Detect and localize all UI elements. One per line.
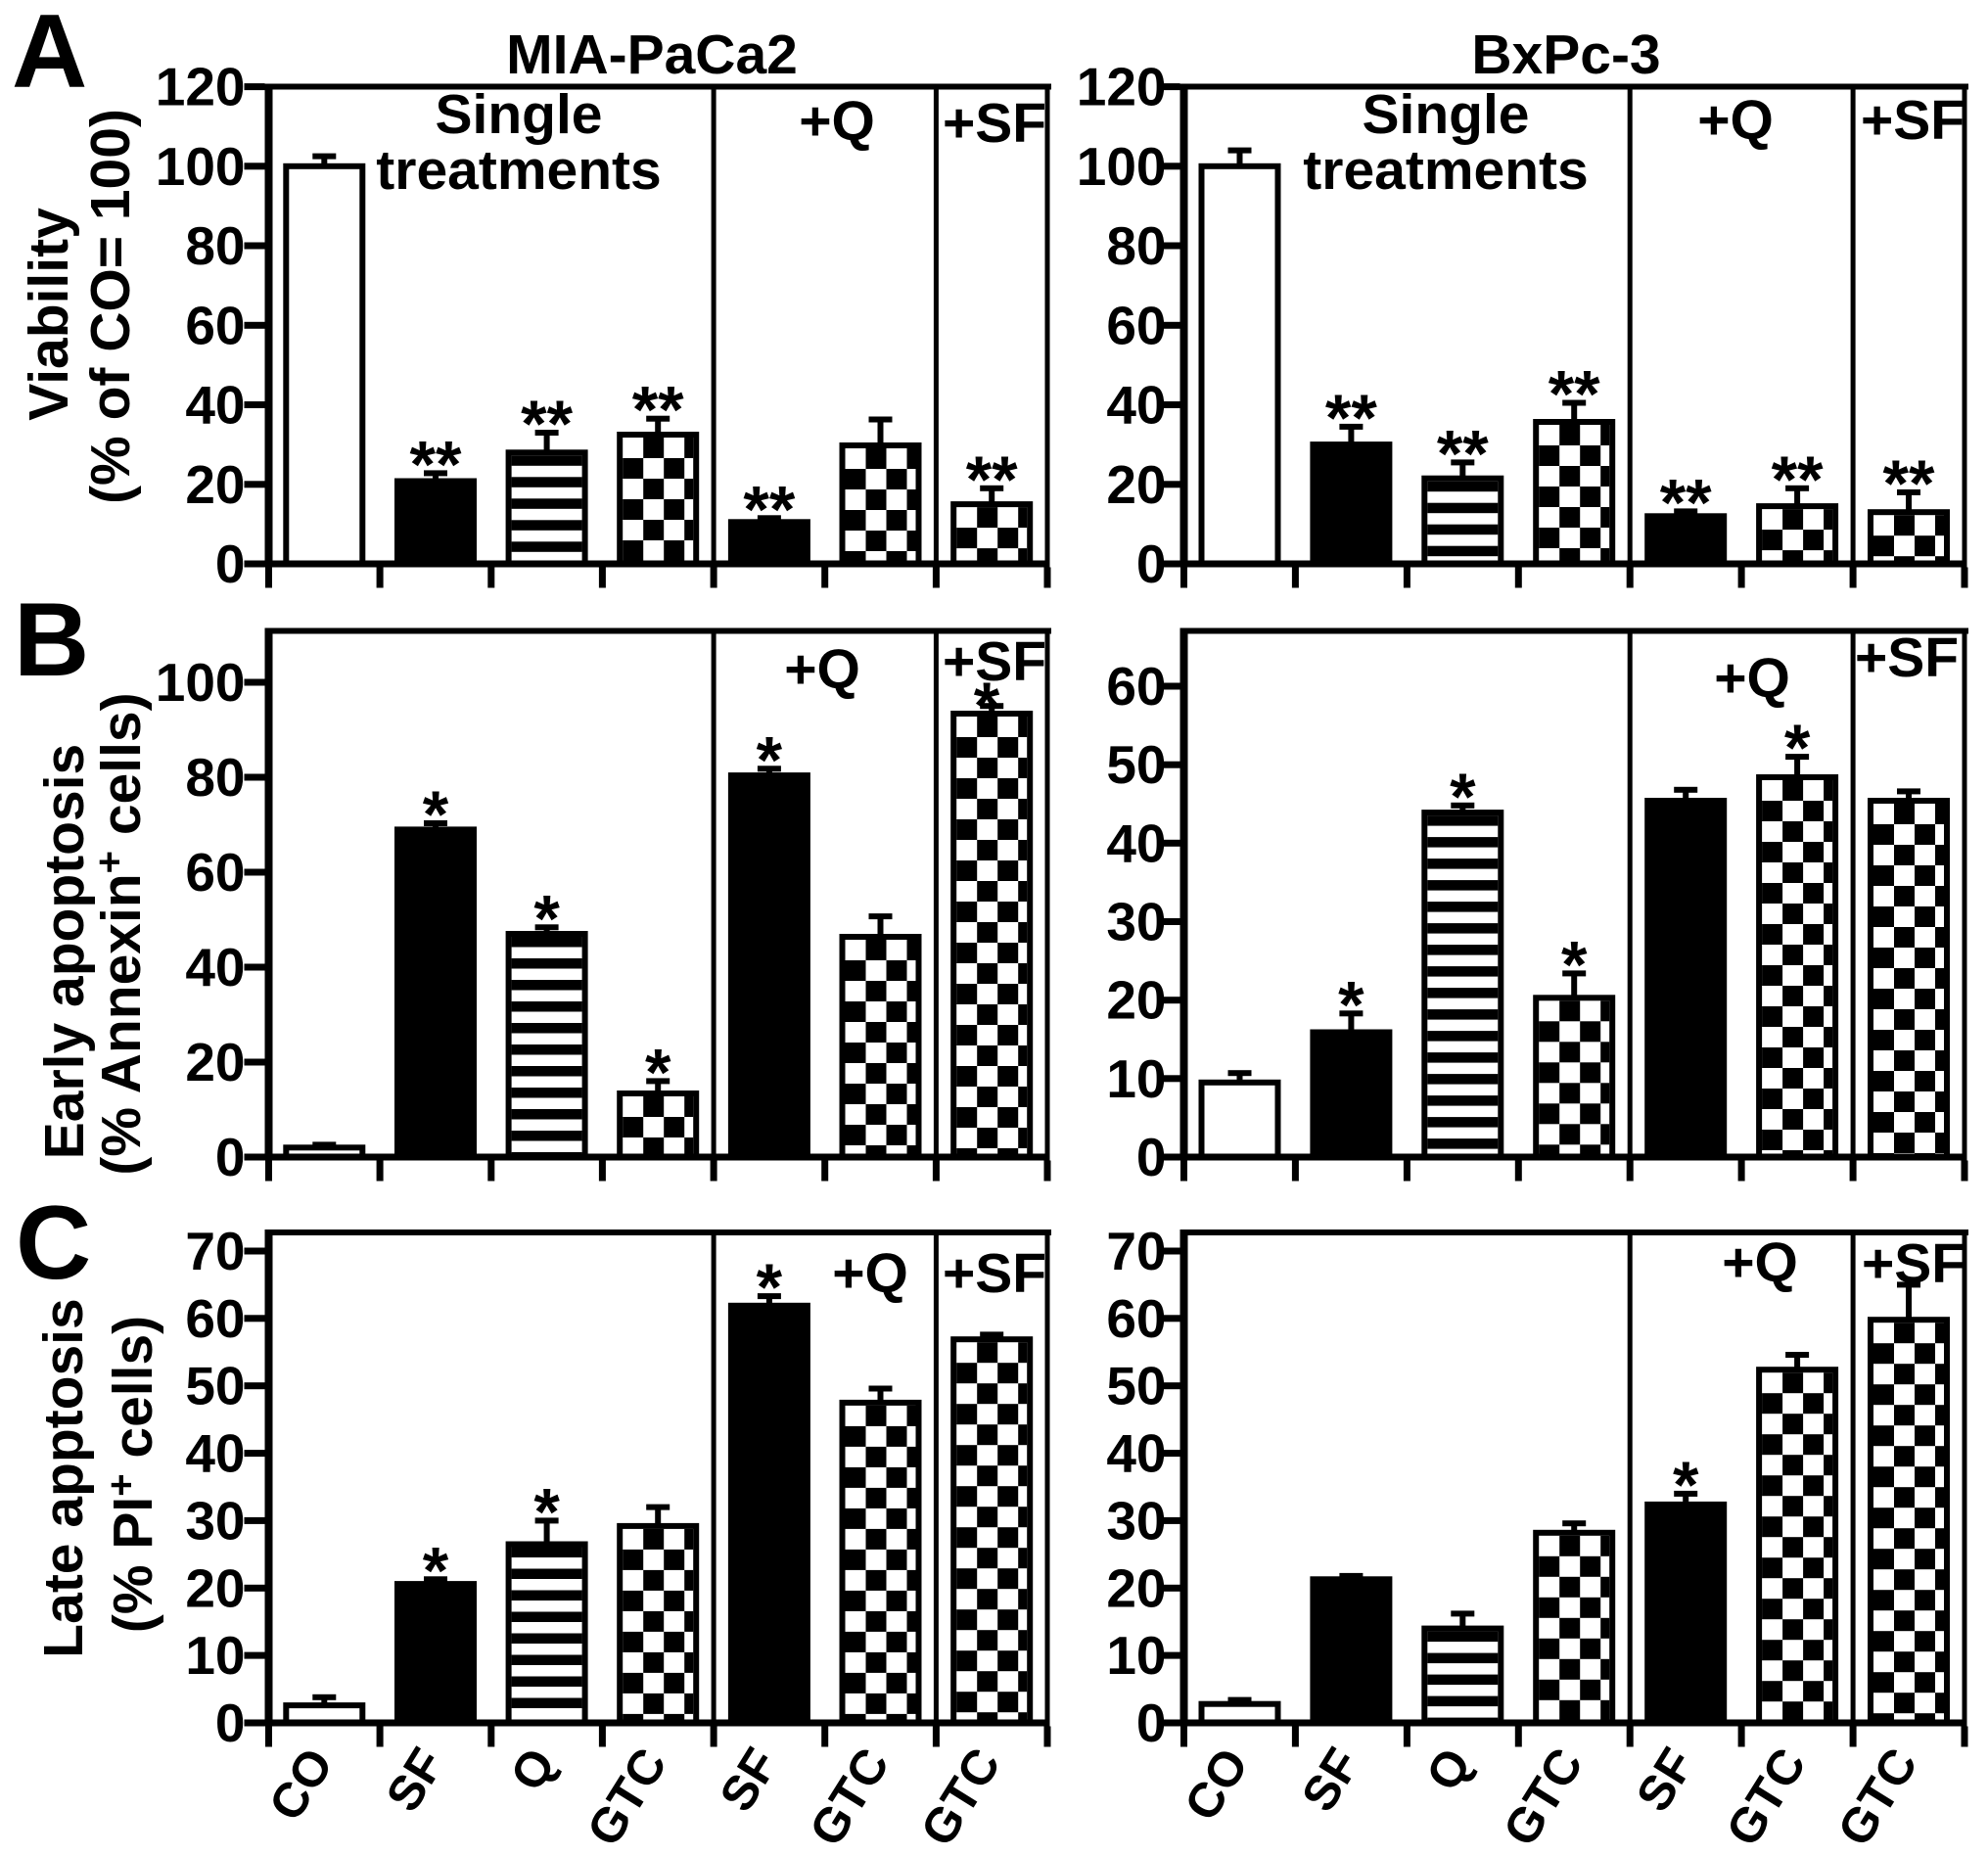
svg-text:0: 0 bbox=[215, 534, 246, 594]
svg-text:10: 10 bbox=[1106, 1625, 1166, 1686]
svg-text:*: * bbox=[1450, 760, 1476, 834]
svg-text:20: 20 bbox=[1106, 970, 1166, 1031]
svg-text:treatments: treatments bbox=[1303, 139, 1588, 202]
svg-text:70: 70 bbox=[1106, 1221, 1166, 1281]
svg-text:20: 20 bbox=[185, 454, 245, 515]
svg-text:0: 0 bbox=[215, 1127, 246, 1187]
svg-text:*: * bbox=[423, 777, 449, 852]
svg-text:Early apoptosis: Early apoptosis bbox=[33, 744, 96, 1159]
svg-text:+SF: +SF bbox=[943, 630, 1046, 693]
svg-text:Late apptosis: Late apptosis bbox=[32, 1298, 95, 1657]
svg-text:+Q: +Q bbox=[1714, 647, 1790, 710]
svg-text:60: 60 bbox=[185, 1288, 245, 1349]
svg-text:40: 40 bbox=[1106, 375, 1166, 436]
svg-text:0: 0 bbox=[215, 1693, 246, 1753]
svg-text:**: ** bbox=[1660, 465, 1712, 539]
svg-text:60: 60 bbox=[1106, 1288, 1166, 1349]
svg-text:*: * bbox=[757, 722, 783, 797]
svg-text:Viability: Viability bbox=[18, 208, 80, 421]
svg-text:20: 20 bbox=[1106, 454, 1166, 515]
svg-text:80: 80 bbox=[185, 747, 245, 808]
svg-text:50: 50 bbox=[1106, 734, 1166, 795]
svg-text:+Q: +Q bbox=[799, 90, 875, 153]
svg-text:+Q: +Q bbox=[1697, 89, 1774, 152]
svg-text:10: 10 bbox=[185, 1625, 245, 1686]
svg-text:*: * bbox=[423, 1533, 449, 1607]
svg-text:**: ** bbox=[632, 373, 684, 447]
svg-text:0: 0 bbox=[1136, 1693, 1167, 1753]
svg-text:60: 60 bbox=[1106, 656, 1166, 717]
svg-text:100: 100 bbox=[156, 136, 246, 197]
svg-text:+SF: +SF bbox=[943, 92, 1046, 155]
svg-text:B: B bbox=[14, 580, 89, 698]
svg-text:30: 30 bbox=[185, 1490, 245, 1551]
svg-text:(% of CO= 100): (% of CO= 100) bbox=[79, 109, 142, 504]
svg-text:**: ** bbox=[410, 427, 462, 501]
svg-text:**: ** bbox=[1437, 416, 1489, 490]
svg-text:**: ** bbox=[743, 472, 795, 546]
svg-text:Single: Single bbox=[435, 83, 602, 146]
svg-text:+SF: +SF bbox=[1862, 1232, 1965, 1295]
svg-text:80: 80 bbox=[1106, 215, 1166, 276]
svg-text:*: * bbox=[1561, 927, 1588, 1001]
svg-text:**: ** bbox=[1772, 442, 1824, 517]
svg-text:40: 40 bbox=[185, 375, 245, 436]
svg-text:treatments: treatments bbox=[376, 139, 661, 202]
svg-text:50: 50 bbox=[185, 1356, 245, 1416]
svg-text:*: * bbox=[533, 1474, 560, 1549]
svg-text:40: 40 bbox=[1106, 1423, 1166, 1484]
svg-text:30: 30 bbox=[1106, 1490, 1166, 1551]
svg-text:(% Annexin+ cells): (% Annexin+ cells) bbox=[88, 692, 153, 1175]
svg-text:+SF: +SF bbox=[1861, 89, 1965, 152]
svg-text:*: * bbox=[1338, 967, 1364, 1042]
svg-text:**: ** bbox=[1325, 381, 1377, 455]
svg-text:60: 60 bbox=[1106, 295, 1166, 355]
svg-text:*: * bbox=[645, 1035, 671, 1109]
svg-text:(% PI+ cells): (% PI+ cells) bbox=[100, 1316, 164, 1633]
svg-text:**: ** bbox=[966, 442, 1018, 517]
svg-text:70: 70 bbox=[185, 1221, 245, 1281]
svg-text:20: 20 bbox=[185, 1557, 245, 1618]
svg-text:MIA-PaCa2: MIA-PaCa2 bbox=[506, 23, 798, 86]
svg-text:100: 100 bbox=[156, 652, 246, 713]
svg-text:40: 40 bbox=[1106, 812, 1166, 873]
svg-text:0: 0 bbox=[1136, 1127, 1167, 1187]
svg-text:120: 120 bbox=[156, 57, 246, 117]
svg-text:0: 0 bbox=[1136, 534, 1167, 594]
svg-text:20: 20 bbox=[1106, 1557, 1166, 1618]
svg-text:30: 30 bbox=[1106, 892, 1166, 952]
svg-text:C: C bbox=[16, 1183, 91, 1301]
svg-text:**: ** bbox=[521, 387, 573, 461]
svg-text:*: * bbox=[533, 881, 560, 955]
svg-text:40: 40 bbox=[185, 1423, 245, 1484]
svg-text:+SF: +SF bbox=[943, 1242, 1046, 1305]
svg-text:+Q: +Q bbox=[784, 638, 860, 701]
svg-text:*: * bbox=[1784, 711, 1811, 785]
svg-text:Single: Single bbox=[1362, 83, 1529, 146]
svg-text:**: ** bbox=[1549, 357, 1600, 432]
svg-text:20: 20 bbox=[185, 1032, 245, 1092]
svg-text:*: * bbox=[757, 1250, 783, 1324]
svg-text:BxPc-3: BxPc-3 bbox=[1471, 23, 1660, 86]
svg-text:60: 60 bbox=[185, 842, 245, 903]
svg-text:A: A bbox=[12, 0, 87, 110]
svg-text:*: * bbox=[1673, 1448, 1699, 1522]
svg-text:*: * bbox=[974, 669, 1000, 743]
svg-text:40: 40 bbox=[185, 937, 245, 998]
svg-text:120: 120 bbox=[1077, 57, 1167, 117]
svg-text:50: 50 bbox=[1106, 1356, 1166, 1416]
svg-text:+Q: +Q bbox=[1722, 1231, 1798, 1294]
svg-text:**: ** bbox=[1883, 446, 1935, 521]
svg-text:+SF: +SF bbox=[1855, 626, 1959, 689]
svg-text:10: 10 bbox=[1106, 1048, 1166, 1109]
svg-text:100: 100 bbox=[1077, 136, 1167, 197]
svg-text:80: 80 bbox=[185, 215, 245, 276]
svg-text:60: 60 bbox=[185, 295, 245, 355]
svg-text:+Q: +Q bbox=[832, 1242, 908, 1305]
